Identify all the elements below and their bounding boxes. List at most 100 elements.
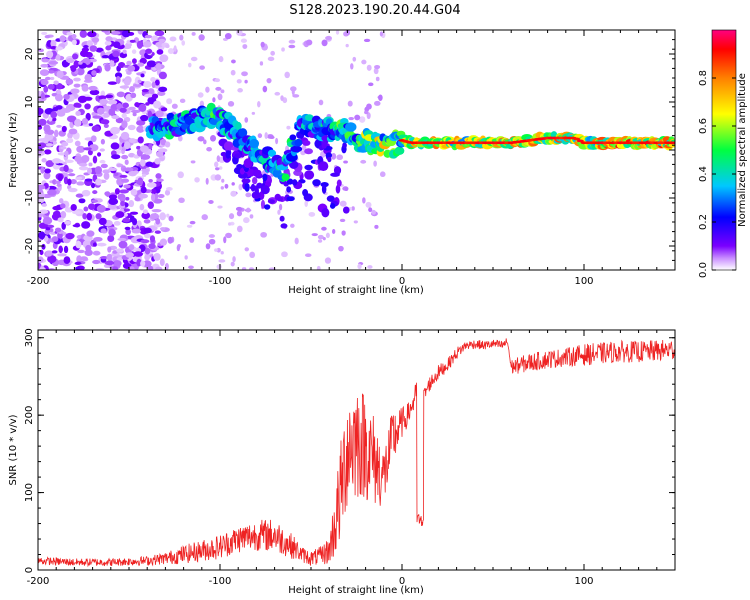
heatmap-speckle [104, 260, 115, 266]
heatmap-speckle [103, 123, 109, 128]
heatmap-speckle [131, 217, 138, 226]
heatmap-speckle [62, 61, 69, 68]
heatmap-speckle [379, 31, 383, 37]
heatmap-speckle [126, 70, 132, 75]
heatmap-speckle [92, 155, 98, 164]
heatmap-speckle [91, 70, 97, 76]
heatmap-speckle [224, 33, 232, 40]
heatmap-speckle [55, 46, 63, 51]
heatmap-speckle [40, 63, 49, 68]
heatmap-speckle [205, 86, 210, 93]
heatmap-speckle [144, 34, 153, 39]
heatmap-speckle [67, 178, 72, 186]
heatmap-speckle [61, 141, 69, 147]
heatmap-speckle [72, 224, 81, 228]
heatmap-speckle [49, 76, 55, 81]
heatmap-speckle [181, 40, 186, 46]
heatmap-speckle [98, 217, 107, 226]
heatmap-speckle [148, 178, 153, 183]
heatmap-speckle [39, 198, 45, 203]
heatmap-speckle [100, 119, 110, 125]
heatmap-speckle [109, 126, 120, 135]
heatmap-speckle [111, 115, 120, 120]
heatmap-speckle [154, 79, 160, 86]
heatmap-speckle [291, 88, 295, 96]
heatmap-speckle [339, 200, 347, 207]
heatmap-speckle [136, 40, 143, 49]
snr-ytick-label: 300 [24, 328, 35, 347]
heatmap-speckle [281, 251, 288, 258]
heatmap-speckle [127, 65, 136, 72]
heatmap-speckle [368, 207, 373, 213]
heatmap-speckle [234, 153, 242, 159]
heatmap-speckle [366, 112, 371, 120]
heatmap-speckle [105, 45, 112, 51]
heatmap-speckle [133, 251, 144, 257]
heatmap-speckle [286, 186, 292, 193]
heatmap-speckle [130, 236, 141, 244]
heatmap-speckle [115, 211, 125, 219]
heatmap-speckle [244, 247, 250, 252]
heatmap-speckle [120, 131, 130, 140]
heatmap-speckle [81, 117, 89, 125]
heatmap-speckle [279, 215, 285, 222]
heatmap-speckle [43, 171, 51, 180]
heatmap-speckle [82, 212, 87, 220]
heatmap-speckle [320, 181, 329, 188]
heatmap-speckle [290, 223, 295, 228]
heatmap-speckle [130, 109, 141, 114]
heatmap-speckle [280, 95, 284, 101]
heatmap-speckle [159, 157, 165, 161]
heatmap-speckle [44, 133, 54, 141]
heatmap-speckle [124, 226, 131, 231]
heatmap-speckle [121, 178, 130, 183]
heatmap-speckle [238, 183, 243, 191]
heatmap-ridge-blob [267, 149, 277, 157]
heatmap-ridge-blob [304, 114, 314, 122]
heatmap-speckle [127, 124, 136, 131]
heatmap-ridge-blob [281, 173, 290, 181]
heatmap-speckle [190, 160, 196, 164]
heatmap-speckle [134, 196, 141, 202]
heatmap-speckle [311, 233, 318, 237]
heatmap-speckle [56, 70, 64, 79]
heatmap-speckle [262, 85, 268, 93]
heatmap-speckle [352, 56, 357, 62]
heatmap-speckle [96, 204, 106, 213]
heatmap-speckle [63, 256, 71, 265]
heatmap-speckle [104, 40, 112, 46]
heatmap-speckle [45, 227, 51, 231]
heatmap-speckle [187, 62, 192, 68]
heatmap-speckle [145, 102, 150, 106]
heatmap-speckle [89, 89, 100, 96]
heatmap-speckle [249, 251, 256, 259]
heatmap-speckle [158, 71, 167, 80]
heatmap-speckle [251, 176, 258, 185]
heatmap-speckle [61, 125, 67, 133]
heatmap-speckle [149, 213, 160, 220]
heatmap-speckle [132, 112, 137, 117]
spectrogram-ytick-label: -10 [24, 190, 35, 206]
heatmap-speckle [155, 63, 162, 70]
heatmap-speckle [339, 218, 346, 223]
heatmap-speckle [104, 191, 111, 197]
heatmap-speckle [81, 189, 91, 197]
spectrogram-ytick-label: 0 [24, 147, 35, 153]
heatmap-speckle [288, 44, 296, 49]
heatmap-speckle [39, 69, 50, 77]
heatmap-speckle [111, 154, 121, 160]
heatmap-speckle [84, 103, 91, 110]
heatmap-speckle [40, 79, 49, 86]
heatmap-speckle [115, 149, 122, 154]
heatmap-speckle [199, 65, 205, 70]
heatmap-speckle [341, 230, 346, 236]
heatmap-speckle [128, 138, 137, 143]
heatmap-speckle [92, 259, 101, 265]
heatmap-speckle [128, 106, 136, 111]
heatmap-speckle [119, 107, 127, 113]
heatmap-speckle [144, 93, 154, 98]
heatmap-speckle [142, 41, 152, 48]
heatmap-speckle [76, 145, 85, 153]
heatmap-speckle [44, 35, 51, 39]
heatmap-speckle [89, 45, 98, 52]
